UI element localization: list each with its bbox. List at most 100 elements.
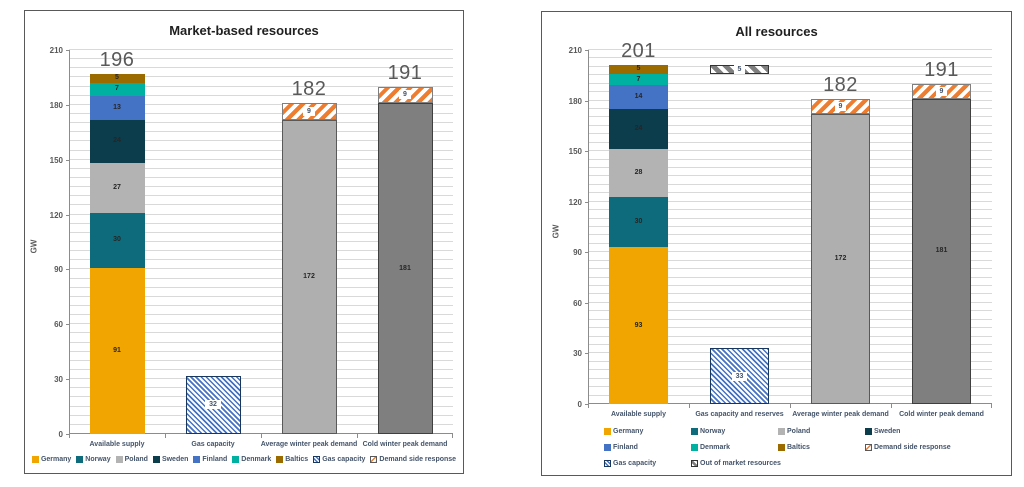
gridline: [69, 231, 453, 233]
gridline: [588, 293, 992, 295]
gridline: [588, 242, 992, 244]
segment-value-label: 32: [205, 400, 221, 410]
gridline: [69, 58, 453, 60]
legend-swatch-sweden: [865, 428, 872, 435]
y-axis-tick-label: 180: [568, 96, 582, 106]
gridline: [588, 99, 992, 101]
legend-item-norway: Norway: [691, 428, 778, 435]
y-axis-tick-label: 30: [573, 349, 582, 359]
segment-value-label: 30: [634, 217, 643, 225]
bar-segment-poland: 28: [609, 149, 668, 197]
legend-item-denmark: Denmark: [232, 456, 271, 463]
gridline: [588, 301, 992, 303]
gridline: [588, 377, 992, 379]
category-label-gas-capacity: Gas capacity: [191, 441, 235, 448]
gridline: [588, 369, 992, 371]
category-label-available-supply: Available supply: [89, 441, 145, 448]
legend-item-poland: Poland: [778, 428, 865, 435]
segment-value-label: 91: [113, 346, 121, 354]
legend-item-poland: Poland: [115, 456, 148, 463]
total-label: 201: [621, 40, 656, 63]
legend-label: Norway: [700, 428, 726, 435]
gridline: [588, 133, 992, 135]
legend-swatch-gas-capacity: [604, 460, 611, 467]
segment-value-label: 28: [634, 169, 643, 177]
bar-segment-gas-capacity: 32: [185, 375, 241, 434]
y-axis-tick-label: 60: [54, 320, 63, 330]
gridline: [588, 49, 992, 50]
gridline: [69, 277, 453, 279]
legend-label: Out of market resources: [700, 460, 781, 467]
gridline: [69, 177, 453, 178]
plot-area: 93 30 28 24 14 7 5 201 Available supply 33 5 Gas ca…: [588, 40, 992, 418]
legend-item-germany: Germany: [31, 456, 71, 463]
bar-segment-denmark: 7: [609, 73, 668, 86]
legend-swatch-norway: [691, 428, 698, 435]
legend-label: Baltics: [787, 444, 810, 451]
y-axis-tick-label: 150: [49, 155, 63, 165]
gridline: [69, 49, 453, 50]
x-axis-line: [588, 403, 992, 404]
segment-value-label: 9: [935, 86, 948, 96]
legend-item-baltics: Baltics: [778, 444, 865, 451]
legend-label: Sweden: [874, 428, 901, 435]
gridline: [588, 183, 992, 185]
category-label-average-winter-peak-demand: Average winter peak demand: [792, 411, 889, 418]
x-axis-tick-mark: [689, 404, 690, 408]
y-axis-tick-label: 120: [568, 197, 582, 207]
category-label-cold-winter-peak-demand: Cold winter peak demand: [899, 411, 984, 418]
legend-label: Demand side response: [379, 456, 457, 463]
gridline: [69, 387, 453, 389]
gridline: [69, 396, 453, 398]
segment-value-label: 5: [115, 74, 119, 82]
bar-segment-norway: 30: [609, 196, 668, 248]
segment-value-label: 9: [399, 90, 411, 100]
y-axis-tick-mark: [585, 353, 588, 355]
gridline: [588, 200, 992, 202]
y-axis-tick-label: 120: [49, 210, 63, 220]
gridline: [588, 116, 992, 118]
x-axis-tick-mark: [790, 404, 791, 408]
gridline: [69, 131, 453, 133]
segment-value-label: 33: [731, 371, 748, 381]
gridline: [588, 108, 992, 109]
legend-item-finland: Finland: [604, 444, 691, 451]
bar-segment-demand-side-response: 9: [912, 83, 971, 99]
gridline: [69, 369, 453, 370]
legend-swatch-gas-capacity: [313, 456, 321, 463]
gridline: [588, 285, 992, 286]
legend-swatch-germany: [604, 428, 611, 435]
gridline: [69, 140, 453, 142]
gridline: [588, 344, 992, 345]
total-label: 191: [924, 58, 959, 81]
x-axis-tick-mark: [891, 404, 892, 408]
segment-value-label: 9: [834, 101, 847, 111]
bar-segment-average-winter-peak-demand: 172: [811, 114, 870, 404]
segment-value-label: 27: [113, 184, 121, 192]
y-axis-title: GW: [551, 224, 561, 239]
gridline: [69, 295, 453, 297]
gridline: [69, 186, 453, 188]
legend-item-gas-capacity: Gas capacity: [604, 460, 691, 467]
legend-swatch-demand-side-response: [370, 456, 378, 463]
x-axis-tick-mark: [357, 434, 358, 438]
y-axis-tick-mark: [585, 404, 588, 405]
gridline: [69, 323, 453, 325]
y-axis-tick-label: 150: [568, 147, 582, 157]
gridline: [588, 360, 992, 362]
legend-label: Denmark: [241, 456, 272, 463]
legend-swatch-poland: [778, 428, 785, 435]
gridline: [69, 213, 453, 215]
bar-segment-average-winter-peak-demand: 172: [281, 119, 337, 434]
y-axis-title: GW: [29, 239, 39, 254]
bar-segment-out-of-market-resources: 5: [710, 64, 769, 74]
segment-value-label: 13: [113, 103, 121, 111]
bar-segment-germany: 91: [89, 267, 145, 434]
bar-segment-baltics: 5: [89, 73, 145, 83]
gridline: [588, 175, 992, 177]
y-axis-tick-mark: [585, 302, 588, 304]
gridline: [588, 251, 992, 253]
gridline: [588, 57, 992, 59]
legend-item-out-of-market-resources: Out of market resources: [691, 460, 781, 467]
bar-segment-germany: 93: [609, 247, 668, 404]
